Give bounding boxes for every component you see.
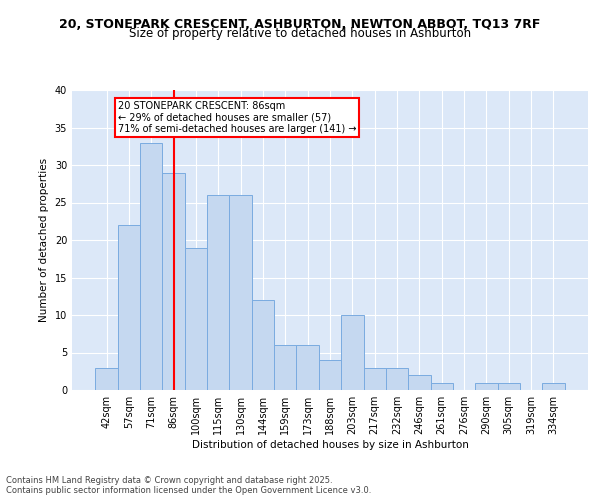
Y-axis label: Number of detached properties: Number of detached properties [39,158,49,322]
Bar [542,382,565,390]
Bar [319,360,341,390]
Bar [296,345,319,390]
Bar [274,345,296,390]
Bar [364,368,386,390]
Text: 20 STONEPARK CRESCENT: 86sqm
← 29% of detached houses are smaller (57)
71% of se: 20 STONEPARK CRESCENT: 86sqm ← 29% of de… [118,101,356,134]
Bar [386,368,408,390]
Bar [408,375,431,390]
Text: Size of property relative to detached houses in Ashburton: Size of property relative to detached ho… [129,28,471,40]
Bar [497,382,520,390]
X-axis label: Distribution of detached houses by size in Ashburton: Distribution of detached houses by size … [191,440,469,450]
Bar [252,300,274,390]
Bar [431,382,453,390]
Bar [118,225,140,390]
Bar [229,195,252,390]
Bar [341,315,364,390]
Bar [163,172,185,390]
Bar [207,195,229,390]
Bar [140,142,163,390]
Text: Contains HM Land Registry data © Crown copyright and database right 2025.
Contai: Contains HM Land Registry data © Crown c… [6,476,371,495]
Bar [95,368,118,390]
Bar [185,248,207,390]
Text: 20, STONEPARK CRESCENT, ASHBURTON, NEWTON ABBOT, TQ13 7RF: 20, STONEPARK CRESCENT, ASHBURTON, NEWTO… [59,18,541,30]
Bar [475,382,497,390]
